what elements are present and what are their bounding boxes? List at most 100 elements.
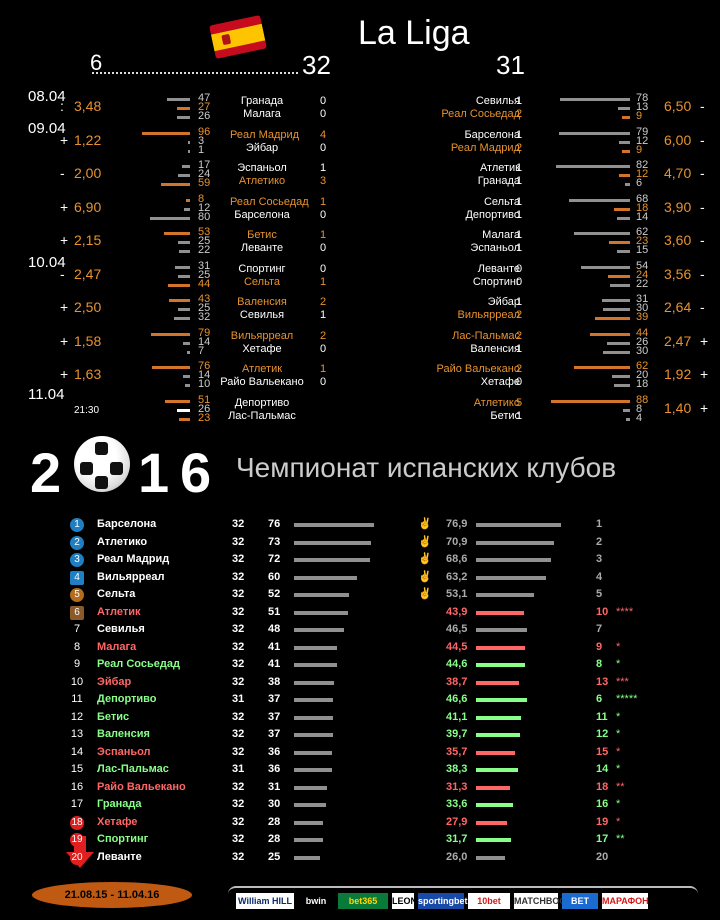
- probability-value: 51: [198, 393, 211, 406]
- bookmaker-logo[interactable]: МАРАФОН: [602, 893, 649, 909]
- home-team: Депортиво: [234, 396, 290, 409]
- team-name: Вильярреал: [97, 570, 165, 583]
- probability-bar: [613, 384, 630, 387]
- position-number: 16: [70, 780, 84, 793]
- probability-bar: [186, 198, 190, 202]
- position-number: 8: [73, 640, 81, 653]
- home-team: Барселона: [464, 128, 520, 141]
- match-date: 08.04: [28, 88, 66, 105]
- odds-value: 6,50: [664, 98, 692, 114]
- probability-value: 76: [198, 360, 211, 372]
- points-bar: [294, 540, 371, 545]
- position-number: 11: [71, 693, 83, 705]
- points: 37: [268, 728, 281, 740]
- points: 30: [268, 798, 281, 810]
- probability-bar: [152, 366, 190, 369]
- home-score: 1: [515, 162, 523, 174]
- average-bar: [476, 750, 516, 755]
- odds-value: 3,48: [74, 98, 102, 114]
- games-played: 32: [232, 780, 245, 793]
- probability-bar: [556, 165, 630, 168]
- change-stars: *: [616, 728, 621, 740]
- probability-bar: [163, 232, 190, 235]
- bookmaker-logo[interactable]: 10bet: [468, 893, 510, 909]
- away-team: Лас-Пальмас: [228, 409, 296, 422]
- points: 48: [268, 623, 281, 635]
- average-bar: [476, 540, 554, 545]
- average-bar: [476, 785, 511, 790]
- games-played: 32: [232, 570, 245, 583]
- home-score: 0: [319, 95, 327, 107]
- average-points: 43,9: [446, 605, 468, 618]
- odds-sign: -: [700, 299, 705, 315]
- away-team: Спортинг: [472, 275, 520, 288]
- home-score: 2: [515, 363, 523, 375]
- probability-bar: [618, 107, 630, 110]
- probability-value: 26: [198, 110, 211, 122]
- probability-value: 9: [636, 110, 643, 122]
- projected-rank: 19: [596, 815, 609, 828]
- home-team: Райо Вальекано: [436, 363, 521, 375]
- home-team: Гранада: [240, 95, 284, 107]
- match-date: 09.04: [28, 120, 66, 137]
- average-points: 68,6: [446, 553, 468, 565]
- away-score: 1: [515, 175, 523, 187]
- position-number: 7: [73, 623, 81, 635]
- average-points: 26,0: [446, 850, 468, 863]
- probability-value: 96: [198, 125, 211, 138]
- position-badge: 20: [70, 850, 84, 865]
- probability-bar: [174, 265, 190, 269]
- match-date: 10.04: [28, 254, 66, 271]
- change-stars: ****: [616, 605, 634, 618]
- away-score: 2: [515, 309, 523, 321]
- probability-value: 10: [198, 378, 211, 390]
- probability-bar: [622, 408, 630, 412]
- away-team: Леванте: [240, 242, 284, 254]
- home-score: 2: [319, 296, 327, 308]
- bookmaker-logo[interactable]: William HILL: [236, 893, 294, 909]
- thumbs-up-icon: ✌: [418, 518, 432, 530]
- team-name: Леванте: [97, 850, 142, 863]
- team-name: Валенсия: [97, 728, 150, 740]
- probability-value: 13: [636, 101, 649, 113]
- probability-value: 79: [636, 125, 649, 138]
- home-score: 1: [319, 363, 327, 375]
- average-points: 76,9: [446, 518, 468, 530]
- average-points: 38,3: [446, 763, 468, 775]
- bookmaker-bracket: [228, 886, 698, 898]
- away-team: Малага: [243, 108, 281, 120]
- points: 25: [268, 850, 281, 863]
- bookmaker-logo[interactable]: LEON: [392, 893, 417, 909]
- projected-rank: 10: [596, 605, 609, 618]
- probability-value: 23: [636, 235, 649, 247]
- probability-value: 78: [636, 92, 649, 104]
- away-score: 0: [319, 108, 327, 120]
- bookmaker-logo[interactable]: sportingbet: [418, 893, 468, 909]
- bookmaker-logo[interactable]: bet365: [338, 893, 388, 909]
- probability-value: 12: [198, 201, 211, 214]
- away-team: Реал Мадрид: [450, 141, 520, 154]
- home-team: Вильярреал: [230, 329, 294, 342]
- projected-rank: 12: [596, 728, 609, 740]
- average-points: 31,3: [446, 780, 468, 793]
- position-number: 12: [70, 710, 84, 723]
- probability-bar: [603, 350, 630, 354]
- odds-value: 3,90: [664, 198, 692, 215]
- bookmaker-logo[interactable]: MATCHBOOK: [514, 893, 573, 909]
- bookmaker-logo[interactable]: bwin: [298, 893, 334, 909]
- probability-bar: [606, 341, 630, 345]
- bookmaker-logo[interactable]: BET: [562, 893, 598, 909]
- points-bar: [294, 680, 334, 685]
- average-points: 46,5: [446, 623, 468, 635]
- probability-value: 25: [198, 268, 211, 281]
- year-digit-2: 2: [30, 441, 62, 504]
- odds-value: 2,00: [74, 165, 102, 181]
- points: 52: [268, 588, 281, 600]
- probability-bar: [185, 384, 190, 387]
- home-score: 5: [515, 396, 523, 409]
- position-number: 10: [70, 675, 84, 688]
- odds-sign: +: [60, 198, 69, 215]
- change-stars: *****: [616, 693, 638, 705]
- projected-rank: 9: [596, 640, 603, 653]
- away-team: Барселона: [234, 208, 290, 221]
